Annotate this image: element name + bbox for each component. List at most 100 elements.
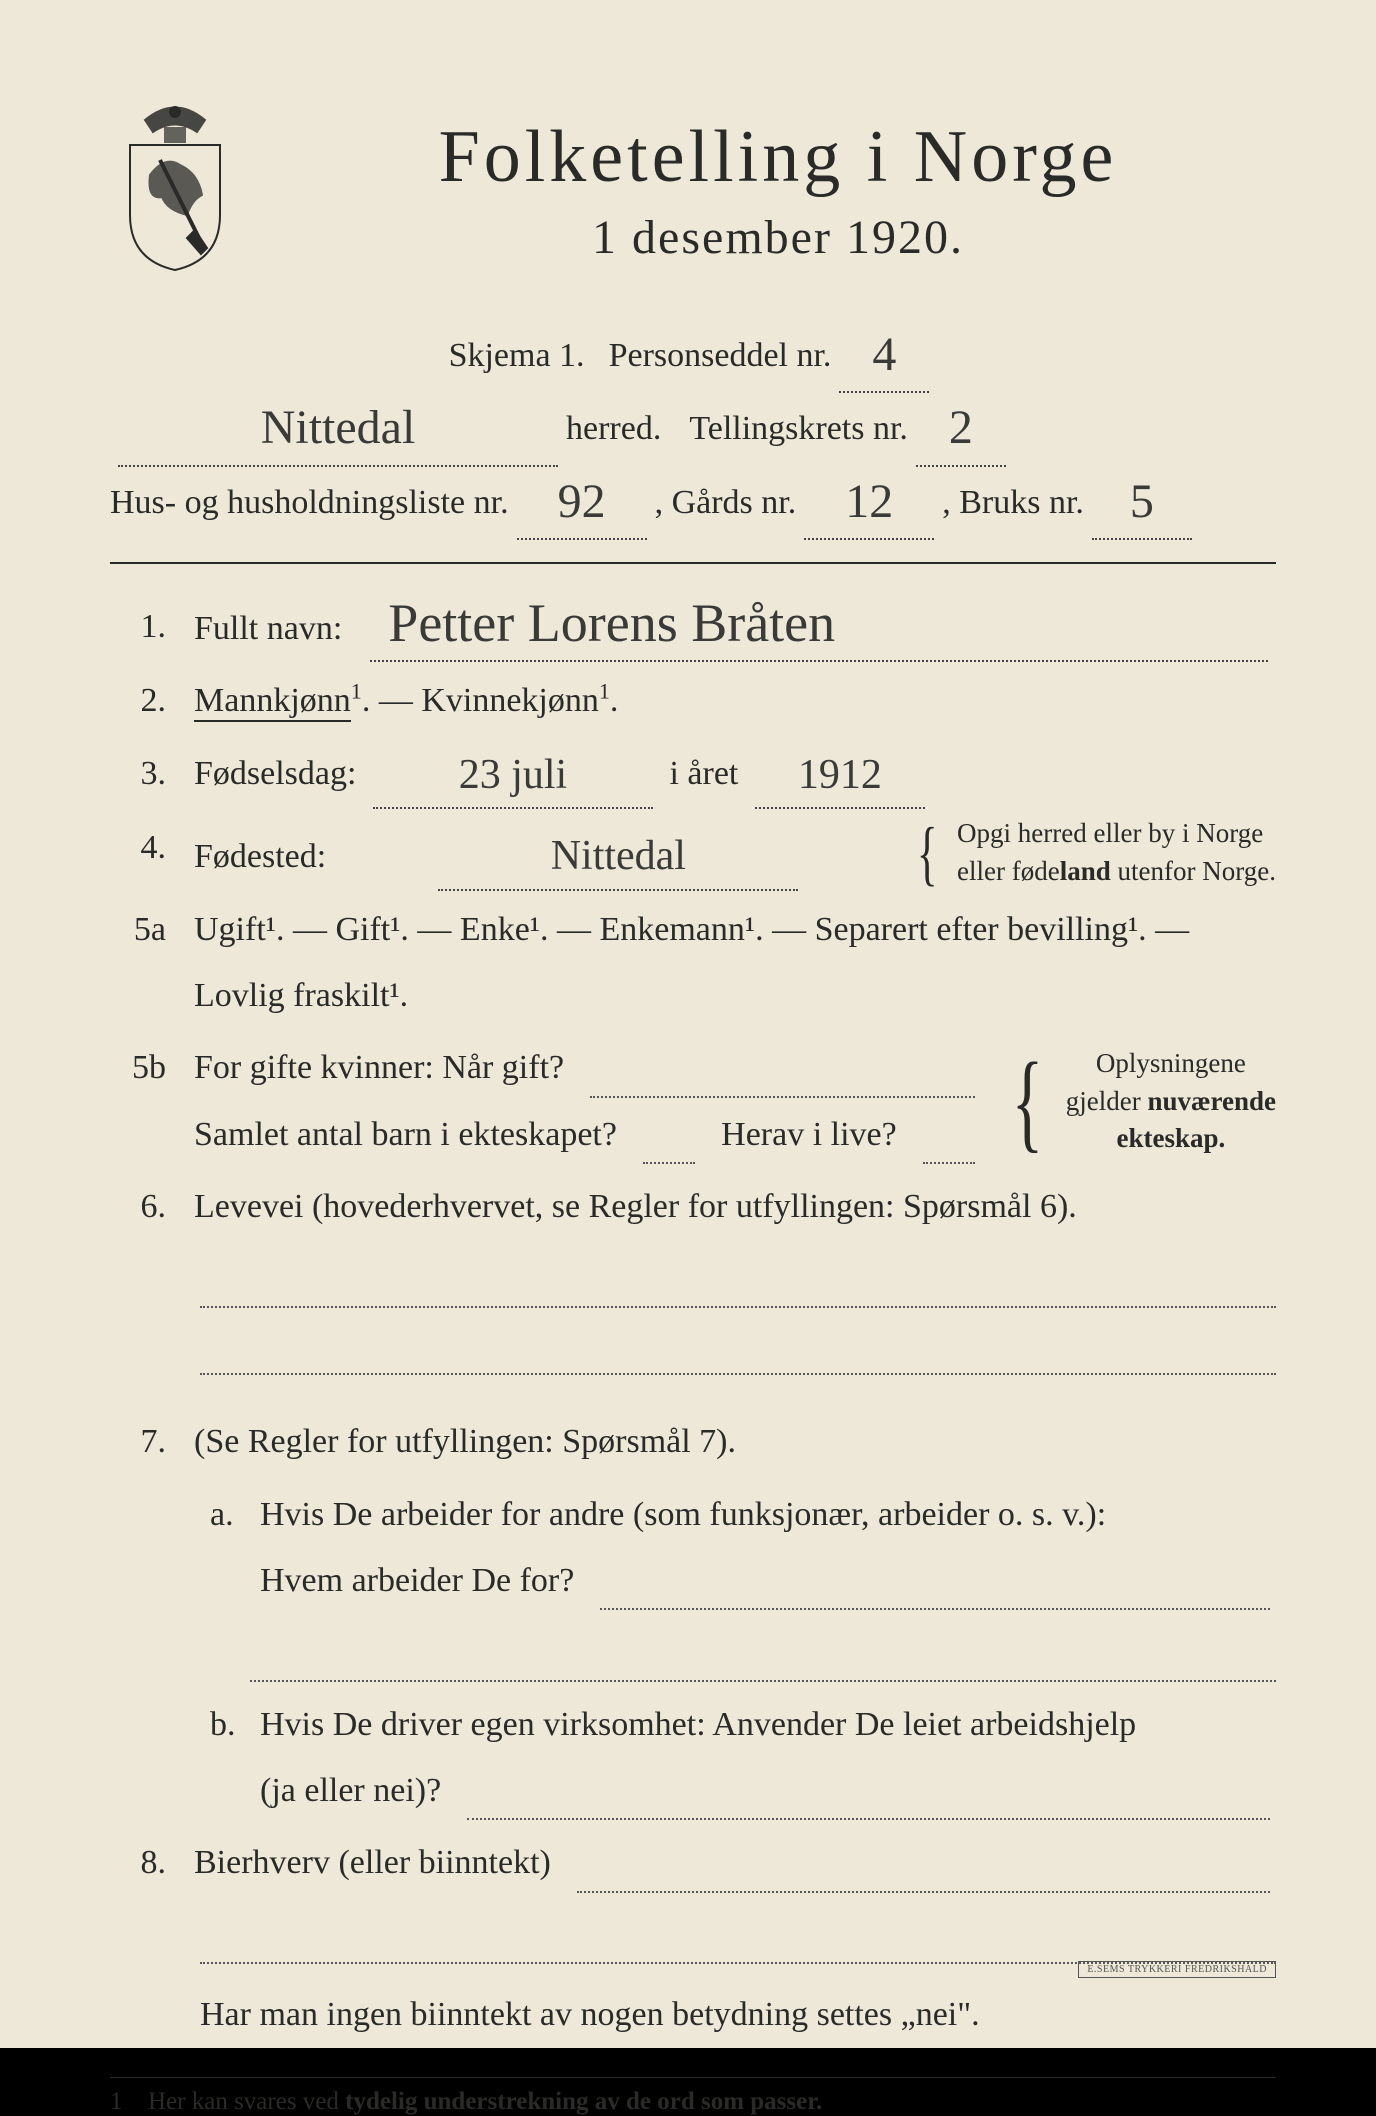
q7a-l2row: Hvem arbeider De for? bbox=[260, 1548, 1276, 1614]
subtitle: 1 desember 1920. bbox=[280, 210, 1276, 265]
q7b-body: Hvis De driver egen virksomhet: Anvender… bbox=[260, 1692, 1276, 1825]
q7a-letter: a. bbox=[210, 1482, 240, 1615]
bruks-field: 5 bbox=[1092, 467, 1192, 540]
q5b-l2b: Herav i live? bbox=[721, 1102, 897, 1168]
brace-icon: { bbox=[917, 835, 938, 871]
title-block: Folketelling i Norge 1 desember 1920. bbox=[280, 90, 1276, 265]
q7a-line bbox=[250, 1632, 1276, 1682]
coat-of-arms-icon bbox=[110, 100, 240, 280]
q7b-l1: Hvis De driver egen virksomhet: Anvender… bbox=[260, 1692, 1276, 1758]
q5b-note: { Oplysningene gjelder nuværende ekteska… bbox=[1001, 1045, 1276, 1158]
footnote: 1 Her kan svares ved tydelig understrekn… bbox=[110, 2088, 1276, 2116]
q3-label: Fødselsdag: bbox=[194, 755, 356, 792]
q5b-line2: Samlet antal barn i ekteskapet? Herav i … bbox=[194, 1102, 981, 1168]
q8-line bbox=[200, 1915, 1276, 1965]
divider-rule bbox=[110, 562, 1276, 564]
q7a-l1: Hvis De arbeider for andre (som funksjon… bbox=[260, 1482, 1276, 1548]
q4-note-text: Opgi herred eller by i Norge eller fødel… bbox=[957, 815, 1276, 891]
fn-text: Her kan svares ved tydelig understreknin… bbox=[148, 2088, 822, 2116]
meta-row-3: Hus- og husholdningsliste nr. 92 , Gårds… bbox=[110, 467, 1276, 540]
q1-field: Petter Lorens Bråten bbox=[370, 594, 1268, 662]
tellingskrets-nr: 2 bbox=[949, 401, 973, 454]
questions-block: 1. Fullt navn: Petter Lorens Bråten 2. M… bbox=[110, 594, 1276, 2048]
q5a-body: Ugift¹. — Gift¹. — Enke¹. — Enkemann¹. —… bbox=[194, 897, 1276, 1030]
hushold-nr: 92 bbox=[558, 475, 606, 528]
q7b-l2: (ja eller nei)? bbox=[260, 1758, 441, 1824]
q5b-l1a: For gifte kvinner: Når gift? bbox=[194, 1035, 564, 1101]
q1-label: Fullt navn: bbox=[194, 596, 342, 662]
q5b-fill2 bbox=[643, 1128, 695, 1164]
q7b-l2row: (ja eller nei)? bbox=[260, 1758, 1276, 1824]
q7-num: 7. bbox=[110, 1409, 166, 1475]
q8-text: Bierhverv (eller biinntekt) bbox=[194, 1830, 551, 1896]
q5b-l2a: Samlet antal barn i ekteskapet? bbox=[194, 1102, 617, 1168]
q5b-note2: gjelder nuværende bbox=[1066, 1083, 1276, 1121]
personseddel-nr-field: 4 bbox=[839, 320, 929, 393]
q5b-note1: Oplysningene bbox=[1066, 1045, 1276, 1083]
bruks-nr: 5 bbox=[1130, 475, 1154, 528]
closing-text: Har man ingen biinntekt av nogen betydni… bbox=[200, 1982, 1276, 2048]
q5a-text: Ugift¹. — Gift¹. — Enke¹. — Enkemann¹. —… bbox=[194, 897, 1276, 963]
q3-year-field: 1912 bbox=[755, 741, 925, 809]
q1-num: 1. bbox=[110, 594, 166, 662]
census-form-page: Folketelling i Norge 1 desember 1920. Sk… bbox=[0, 0, 1376, 2048]
hushold-field: 92 bbox=[517, 467, 647, 540]
fn-num: 1 bbox=[110, 2088, 130, 2116]
q8-num: 8. bbox=[110, 1830, 166, 1896]
tellingskrets-label: Tellingskrets nr. bbox=[689, 393, 908, 464]
q7a-body: Hvis De arbeider for andre (som funksjon… bbox=[260, 1482, 1276, 1615]
q5b-line1: For gifte kvinner: Når gift? bbox=[194, 1035, 981, 1101]
q7b: b. Hvis De driver egen virksomhet: Anven… bbox=[210, 1692, 1276, 1825]
sup1: 1 bbox=[351, 679, 362, 704]
q5b-note3: ekteskap. bbox=[1066, 1120, 1276, 1158]
q6-line1 bbox=[200, 1258, 1276, 1308]
q8: 8. Bierhverv (eller biinntekt) bbox=[110, 1830, 1276, 1896]
q3: 3. Fødselsdag: 23 juli i året 1912 bbox=[110, 741, 1276, 809]
q5b-fill1 bbox=[590, 1062, 975, 1098]
q8-fill bbox=[577, 1857, 1270, 1893]
q2: 2. Mannkjønn1. — Kvinnekjønn1. bbox=[110, 668, 1276, 734]
bruks-label: , Bruks nr. bbox=[942, 467, 1084, 538]
q7b-letter: b. bbox=[210, 1692, 240, 1825]
q5b-note-text: Oplysningene gjelder nuværende ekteskap. bbox=[1066, 1045, 1276, 1158]
q2-kvinne: Kvinnekjønn bbox=[421, 682, 599, 719]
q3-year: 1912 bbox=[798, 752, 882, 798]
q4-field: Nittedal bbox=[438, 822, 798, 890]
q4: 4. Fødested: Nittedal { Opgi herred elle… bbox=[110, 815, 1276, 891]
q4-note1: Opgi herred eller by i Norge bbox=[957, 815, 1276, 853]
q3-day: 23 juli bbox=[459, 752, 568, 798]
q6: 6. Levevei (hovederhvervet, se Regler fo… bbox=[110, 1174, 1276, 1240]
meta-row-2: Nittedal herred. Tellingskrets nr. 2 bbox=[110, 393, 1276, 466]
header: Folketelling i Norge 1 desember 1920. bbox=[110, 90, 1276, 280]
q7b-fill bbox=[467, 1784, 1270, 1820]
gards-field: 12 bbox=[804, 467, 934, 540]
footnote-rule bbox=[110, 2077, 1276, 2078]
q4-label: Fødested: bbox=[194, 824, 326, 890]
q8-body: Bierhverv (eller biinntekt) bbox=[194, 1830, 1276, 1896]
q5a-text2: Lovlig fraskilt¹. bbox=[194, 963, 1276, 1029]
q1-value: Petter Lorens Bråten bbox=[388, 593, 835, 653]
crest-svg bbox=[110, 100, 240, 280]
q5b-fill3 bbox=[923, 1128, 975, 1164]
sup1b: 1 bbox=[599, 679, 610, 704]
printer-mark: E.SEMS TRYKKERI FREDRIKSHALD bbox=[1078, 1961, 1276, 1978]
q5b: 5b For gifte kvinner: Når gift? Samlet a… bbox=[110, 1035, 1276, 1168]
tellingskrets-field: 2 bbox=[916, 393, 1006, 466]
q3-body: Fødselsdag: 23 juli i året 1912 bbox=[194, 741, 1276, 809]
q7a-l2: Hvem arbeider De for? bbox=[260, 1548, 574, 1614]
personseddel-label: Personseddel nr. bbox=[609, 320, 832, 391]
q1-body: Fullt navn: Petter Lorens Bråten bbox=[194, 594, 1276, 662]
q5a: 5a Ugift¹. — Gift¹. — Enke¹. — Enkemann¹… bbox=[110, 897, 1276, 1030]
q5a-num: 5a bbox=[110, 897, 166, 1030]
q7a-fill bbox=[600, 1574, 1270, 1610]
q4-value: Nittedal bbox=[551, 833, 686, 879]
meta-row-1: Skjema 1. Personseddel nr. 4 bbox=[110, 320, 1276, 393]
q2-mann: Mannkjønn bbox=[194, 682, 351, 722]
gards-label: , Gårds nr. bbox=[655, 467, 797, 538]
q1: 1. Fullt navn: Petter Lorens Bråten bbox=[110, 594, 1276, 662]
q5b-num: 5b bbox=[110, 1035, 166, 1168]
q2-body: Mannkjønn1. — Kvinnekjønn1. bbox=[194, 668, 1276, 734]
q7-body: (Se Regler for utfyllingen: Spørsmål 7). bbox=[194, 1409, 1276, 1475]
q4-num: 4. bbox=[110, 815, 166, 891]
q3-num: 3. bbox=[110, 741, 166, 809]
